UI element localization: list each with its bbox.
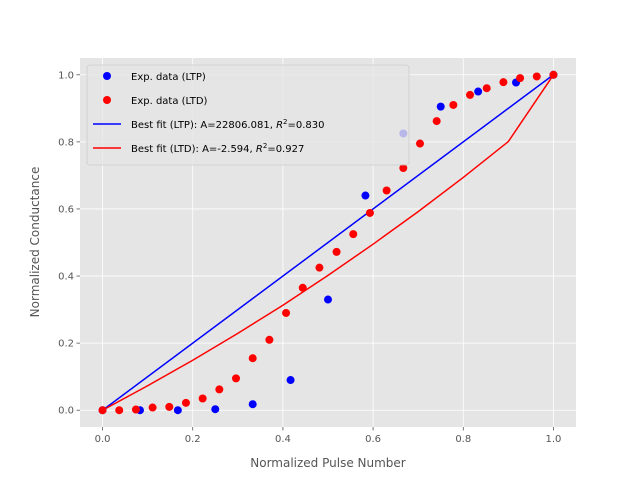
y-axis-ticks: 0.0 0.2 0.4 0.6 0.8 1.0 xyxy=(58,70,80,417)
legend-label: Best fit (LTD): A=-2.594, R2=0.927 xyxy=(131,142,304,155)
x-tick-label: 0.0 xyxy=(95,434,111,445)
x-axis-ticks: 0.0 0.2 0.4 0.6 0.8 1.0 xyxy=(95,427,562,445)
legend-label: Best fit (LTP): A=22806.081, R2=0.830 xyxy=(131,118,325,131)
ltd-data-point xyxy=(215,385,224,394)
ltd-data-point xyxy=(265,335,274,344)
fit-line xyxy=(102,74,554,411)
y-tick-label: 1.0 xyxy=(58,70,74,81)
ltd-data-point xyxy=(282,308,291,317)
ltd-data-point xyxy=(248,354,257,363)
ltp-data-point xyxy=(173,406,182,415)
y-tick-label: 0.2 xyxy=(58,339,74,350)
legend-label-part: Exp. data (LTP) xyxy=(131,72,206,83)
ltd-data-point xyxy=(399,164,408,173)
ltd-data-point xyxy=(449,100,458,109)
legend-label-part: Best fit (LTD): A=-2.594, xyxy=(131,144,256,155)
y-tick-label: 0.8 xyxy=(58,137,74,148)
ltd-data-point xyxy=(549,70,558,79)
ltd-data-point xyxy=(516,74,525,83)
ltd-data-point xyxy=(298,283,307,292)
fit-line xyxy=(102,74,555,411)
ltd-data-point xyxy=(499,78,508,87)
x-tick-label: 0.6 xyxy=(365,434,381,445)
legend-box xyxy=(86,64,410,166)
y-axis-label: Normalized Conductance xyxy=(28,167,42,318)
legend-label-part: R xyxy=(276,120,283,131)
ltd-data-point xyxy=(332,247,341,256)
ltd-data-point xyxy=(198,394,207,403)
ltd-data-point xyxy=(181,398,190,407)
y-tick-label: 0.6 xyxy=(58,204,74,215)
legend-label-part: =0.927 xyxy=(267,144,304,155)
legend-label-part: Exp. data (LTD) xyxy=(131,96,208,107)
ltp-data-point xyxy=(286,376,295,385)
ltp-data-point xyxy=(248,400,257,409)
ltp-data-point xyxy=(324,295,332,304)
ltd-data-point xyxy=(466,90,475,99)
ltd-data-point xyxy=(382,186,391,195)
ltp-data-point xyxy=(361,191,370,200)
legend-label-part: =0.830 xyxy=(287,120,324,131)
y-tick-label: 0.4 xyxy=(58,272,74,283)
ltd-data-point xyxy=(349,230,358,239)
ltd-data-point xyxy=(165,402,174,411)
x-tick-label: 0.2 xyxy=(185,434,201,445)
legend-label-part: R xyxy=(256,144,263,155)
ltp-data-point xyxy=(436,102,445,111)
ltp-data-point xyxy=(474,87,483,96)
legend: Exp. data (LTP) Exp. data (LTD) Best fit (… xyxy=(86,64,410,166)
x-tick-label: 0.4 xyxy=(275,434,291,445)
ltp-data-point xyxy=(211,405,220,414)
ltd-data-point xyxy=(432,117,441,126)
ltd-data-point xyxy=(365,208,374,217)
x-tick-label: 1.0 xyxy=(546,434,562,445)
ltd-data-point xyxy=(115,406,124,415)
legend-label: Exp. data (LTD) xyxy=(131,96,208,107)
ltd-data-point xyxy=(98,406,107,415)
ltd-data-point xyxy=(415,139,424,148)
data-points xyxy=(98,70,558,415)
legend-label-part: 2 xyxy=(283,118,287,126)
ltd-data-point xyxy=(482,84,491,93)
ltd-data-point xyxy=(232,374,241,383)
legend-marker xyxy=(103,72,111,80)
legend-marker xyxy=(103,96,111,104)
x-axis-label: Normalized Pulse Number xyxy=(250,456,406,470)
fit-lines xyxy=(102,74,555,411)
ltd-data-point xyxy=(148,403,157,412)
legend-label-part: 2 xyxy=(263,142,267,150)
legend-label: Exp. data (LTP) xyxy=(131,72,206,83)
ltd-data-point xyxy=(532,72,541,81)
x-tick-label: 0.8 xyxy=(455,434,471,445)
ltd-data-point xyxy=(131,405,140,414)
legend-label-part: Best fit (LTP): A=22806.081, xyxy=(131,120,276,131)
ltd-data-point xyxy=(315,263,324,272)
y-tick-label: 0.0 xyxy=(58,406,74,417)
